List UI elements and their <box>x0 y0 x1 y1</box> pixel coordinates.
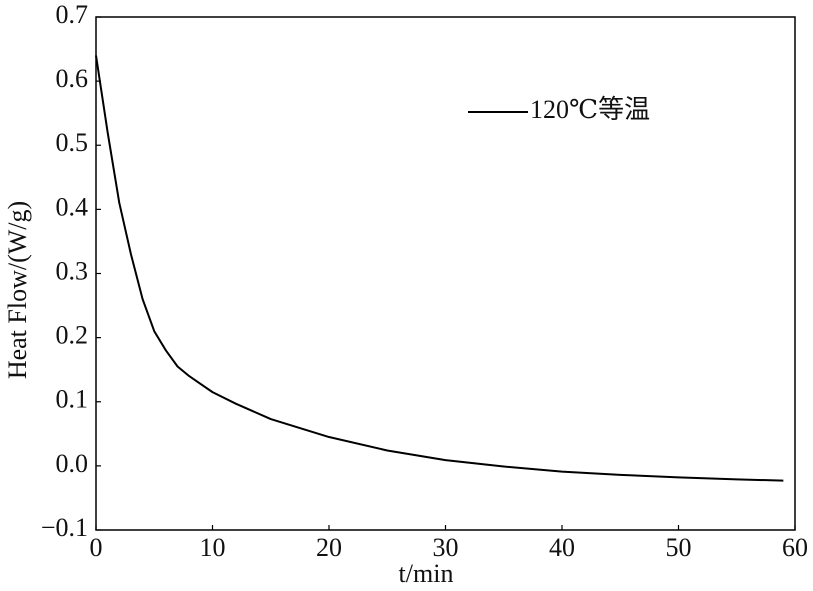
x-tick-label: 30 <box>433 533 459 562</box>
line-series <box>95 55 784 482</box>
x-tick-label: 40 <box>549 533 575 562</box>
y-tick-label: 0.7 <box>56 0 89 29</box>
y-tick-label: 0.0 <box>56 449 89 478</box>
y-tick-label: 0.2 <box>56 321 89 350</box>
y-tick-label: 0.3 <box>56 256 89 285</box>
x-tick-label: 20 <box>316 533 342 562</box>
y-tick-label: 0.1 <box>56 385 89 414</box>
y-axis-label: Heat Flow/(W/g) <box>3 201 32 379</box>
y-tick-label: 0.5 <box>56 128 89 157</box>
y-tick-label: 0.4 <box>56 192 89 221</box>
legend-label: 120℃等温 <box>530 95 650 124</box>
plot-frame <box>95 16 796 531</box>
x-axis-label: t/min <box>399 559 454 588</box>
y-tick-label: −0.1 <box>41 513 88 542</box>
x-tick-label: 60 <box>782 533 808 562</box>
x-tick-label: 10 <box>200 533 226 562</box>
y-tick-label: 0.6 <box>56 64 89 93</box>
x-tick-label: 0 <box>90 533 103 562</box>
x-tick-label: 50 <box>666 533 692 562</box>
